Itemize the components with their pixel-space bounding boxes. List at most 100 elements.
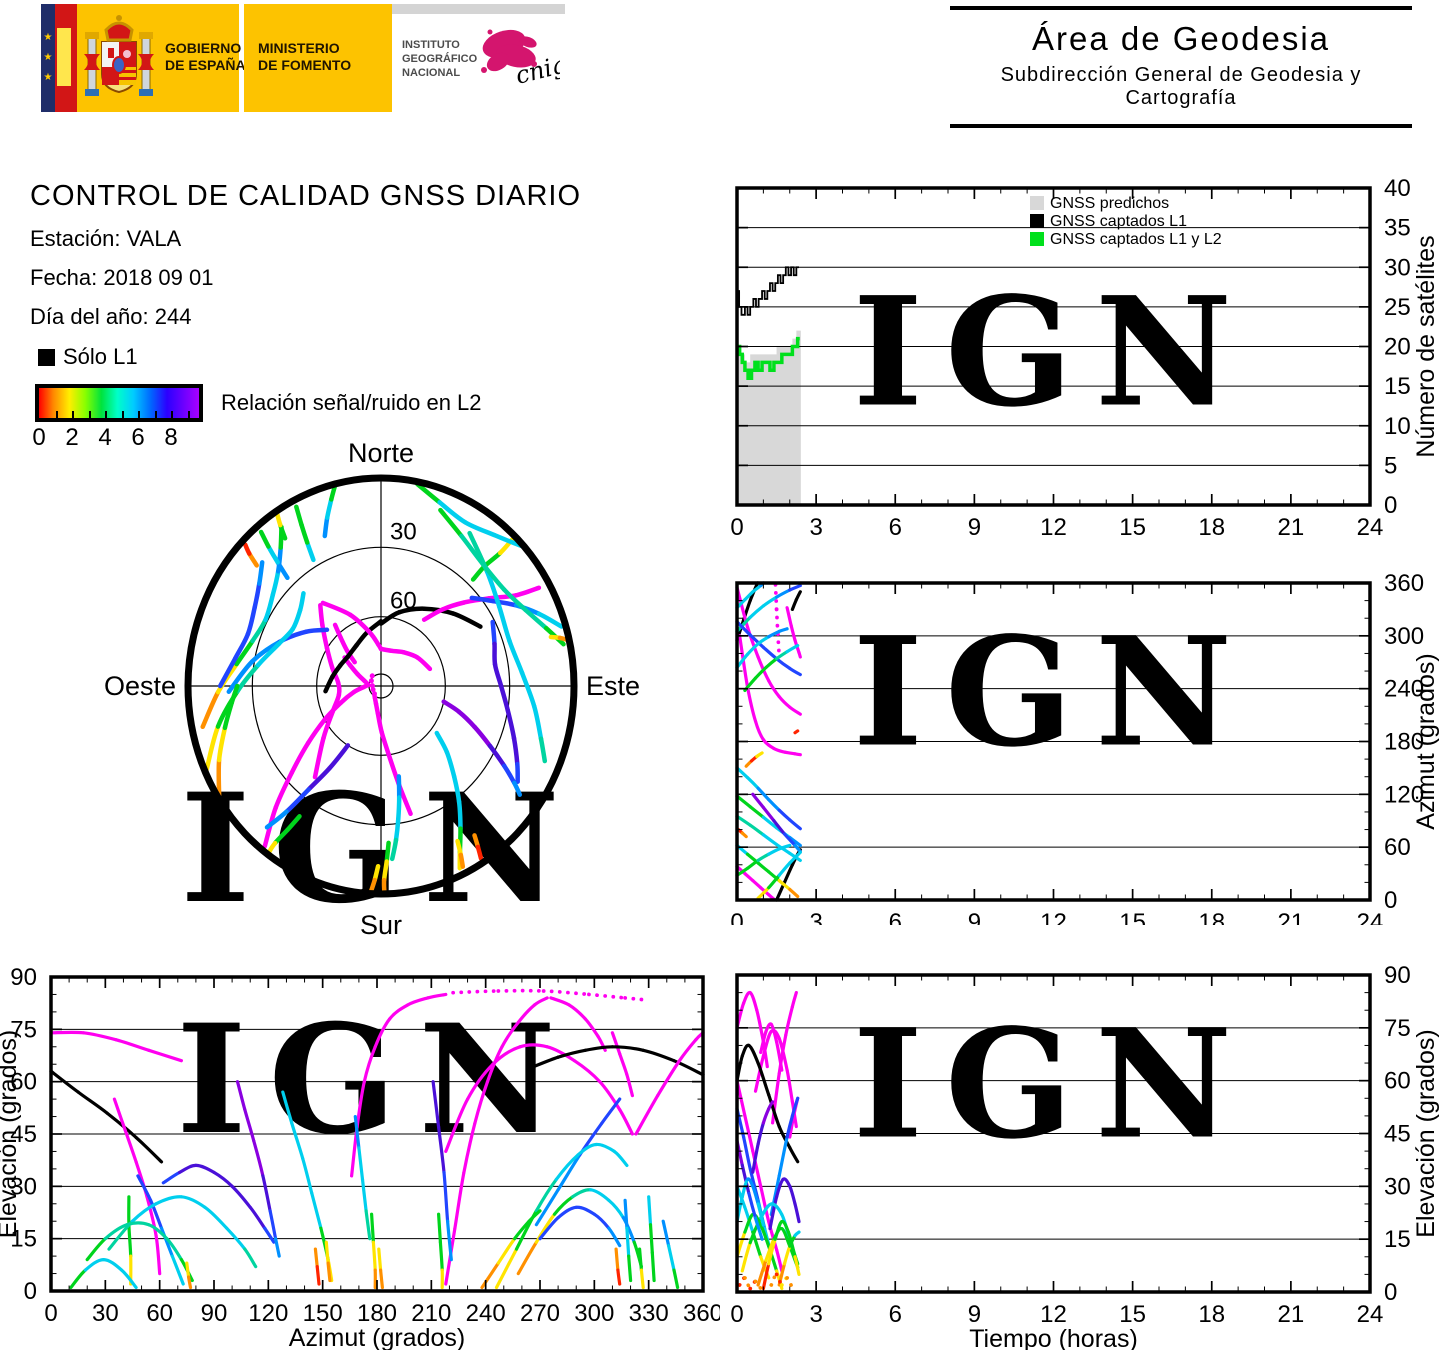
ign-watermark: IGN	[853, 605, 1254, 781]
compass-north-label: Norte	[348, 440, 414, 468]
tick-label: 12	[1040, 1301, 1067, 1328]
geodesia-header: Área de Geodesia Subdirección General de…	[950, 6, 1412, 128]
tick-label: 15	[10, 1226, 37, 1253]
tick-label: 35	[1384, 215, 1411, 242]
star-icon: ★	[43, 52, 53, 63]
legend-swatch	[1030, 196, 1044, 210]
tick-label: 0	[44, 1300, 57, 1327]
tick-label: 30	[10, 1173, 37, 1200]
ign-block	[392, 4, 565, 112]
instituto-text: INSTITUTO GEOGRÁFICO NACIONAL	[402, 39, 478, 79]
star-icon: ★	[43, 72, 53, 83]
tick-label: 3	[809, 514, 822, 541]
satellite-count-chart: IGN 0 3 6 9 12 15 18 21 24 0 5 10 15 20 25 30 35 40 Número …	[700, 175, 1445, 560]
tick-label: 45	[10, 1121, 37, 1148]
tick-label: 0	[1384, 1279, 1397, 1306]
tick-label: 240	[1384, 676, 1424, 703]
ministerio-text: MINISTERIO DE FOMENTO	[258, 40, 352, 73]
star-icon: ★	[43, 32, 53, 43]
tick-label: 60	[10, 1069, 37, 1096]
compass-east-label: Este	[586, 671, 640, 701]
tick-label: 30	[1384, 1173, 1411, 1200]
tick-label: 3	[809, 909, 822, 925]
tick-label: 9	[968, 514, 981, 541]
tick-label: 6	[889, 514, 902, 541]
colorbar-caption: Relación señal/ruido en L2	[221, 390, 482, 415]
tick-label: 10	[1384, 413, 1411, 440]
azimuth-vs-time-chart: IGN 0 3 6 9 12 15 18 21 24 0 60 120 180 240 300 360 Azimu…	[700, 570, 1445, 936]
tick-label: 60	[1384, 834, 1411, 861]
x-axis-label: Tiempo (horas)	[969, 1325, 1138, 1350]
tick-label: 360	[683, 1300, 720, 1327]
tick-label: 12	[1040, 514, 1067, 541]
eu-flag-strip: ★ ★ ★	[41, 4, 55, 112]
series-1	[737, 266, 799, 316]
tick-label: 30	[92, 1300, 119, 1327]
compass-south-label: Sur	[360, 910, 402, 940]
tick-label: 12	[1040, 909, 1067, 925]
colorbar-gradient	[35, 384, 203, 422]
tick-label: 15	[1384, 1226, 1411, 1253]
solo-l1-label: Sólo L1	[63, 344, 138, 369]
y-axis-label: Número de satélites	[1412, 235, 1440, 457]
colorbar-tick-label: 6	[131, 424, 145, 451]
tick-label: 0	[730, 514, 743, 541]
tick-label: 18	[1198, 1301, 1225, 1328]
tick-label: 21	[1278, 514, 1305, 541]
tick-label: 300	[574, 1300, 614, 1327]
colorbar-tick-label: 0	[32, 424, 46, 451]
tick-label: 6	[889, 909, 902, 925]
legend-label: GNSS captados L1 y L2	[1050, 231, 1222, 248]
tick-label: 0	[1384, 492, 1397, 519]
tick-label: 21	[1278, 909, 1305, 925]
tick-label: 0	[730, 1301, 743, 1328]
solo-l1-legend: Sólo L1	[38, 344, 138, 370]
legend-label: GNSS captados L1	[1050, 213, 1187, 230]
tick-label: 210	[411, 1300, 451, 1327]
x-axis-label: Azimut (grados)	[289, 1324, 465, 1350]
tick-label: 21	[1278, 1301, 1305, 1328]
tick-label: 9	[968, 909, 981, 925]
geodesia-subtitle: Subdirección General de Geodesia y Carto…	[1000, 64, 1362, 109]
cnig-logo: cnig	[470, 18, 570, 98]
legend-label: GNSS predichos	[1050, 195, 1169, 212]
series-2	[737, 336, 800, 380]
tick-label: 300	[1384, 623, 1424, 650]
tick-label: 90	[201, 1300, 228, 1327]
tick-label: 180	[357, 1300, 397, 1327]
ministerio-block	[244, 4, 392, 112]
ign-watermark: IGN	[853, 997, 1254, 1173]
tick-label: 15	[1119, 514, 1146, 541]
tick-label: 120	[1384, 781, 1424, 808]
colorbar-tick-label: 8	[164, 424, 178, 451]
y-axis-label: Elevación (grados)	[0, 1030, 22, 1238]
el_az-plot: IGN 0 30 60 90 120 150 180 210 240 270 300 330 360 0 15…	[0, 964, 723, 1350]
tick-label: 75	[1384, 1015, 1411, 1042]
ign-watermark: IGN	[853, 265, 1254, 441]
tick-label: 0	[730, 909, 743, 925]
tick-label: 360	[1384, 570, 1424, 597]
black-square-icon	[38, 348, 55, 366]
tick-label: 90	[1384, 962, 1411, 989]
skyplot-chart: IGN 30 60 Norte Sur Oeste Este	[85, 438, 685, 955]
tick-label: 180	[1384, 729, 1424, 756]
spain-flag-strip	[55, 4, 77, 112]
tick-label: 30	[1384, 254, 1411, 281]
y-axis-label: Elevación (grados)	[1412, 1029, 1440, 1237]
station-line: Estación: VALA	[30, 226, 182, 251]
gobierno-text: GOBIERNO DE ESPAÑA	[165, 40, 246, 73]
tick-label: 18	[1198, 514, 1225, 541]
report-block: CONTROL DE CALIDAD GNSS DIARIO Estación:…	[30, 180, 581, 330]
tick-label: 6	[889, 1301, 902, 1328]
tick-label: 3	[809, 1301, 822, 1328]
tick-label: 15	[1119, 1301, 1146, 1328]
tick-label: 120	[248, 1300, 288, 1327]
tick-label: 270	[520, 1300, 560, 1327]
tick-label: 15	[1119, 909, 1146, 925]
tick-label: 90	[10, 964, 37, 991]
